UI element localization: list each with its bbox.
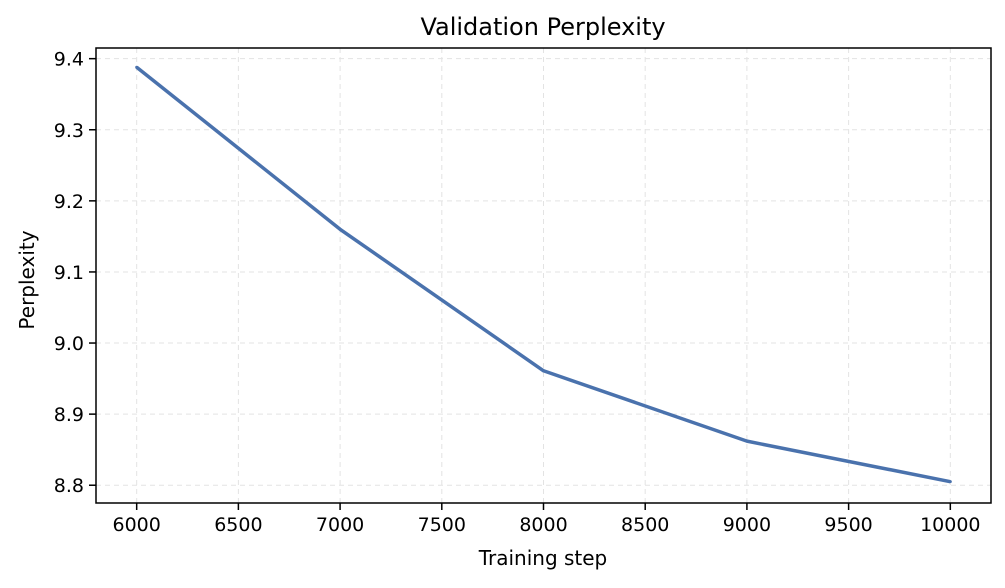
x-tick-label: 9000 xyxy=(723,514,771,536)
series-layer xyxy=(135,65,952,484)
x-tick-label: 9500 xyxy=(824,514,872,536)
chart-title: Validation Perplexity xyxy=(420,13,665,41)
data-point xyxy=(948,480,952,484)
x-tick-label: 7500 xyxy=(418,514,466,536)
y-tick-label: 9.0 xyxy=(54,333,84,355)
y-tick-label: 9.1 xyxy=(54,262,84,284)
y-tick-label: 9.3 xyxy=(54,120,84,142)
y-tick-label: 9.2 xyxy=(54,191,84,213)
data-point xyxy=(745,439,749,443)
x-tick-label: 6000 xyxy=(113,514,161,536)
x-tick-label: 8000 xyxy=(519,514,567,536)
data-point xyxy=(338,227,342,231)
y-tick-label: 9.4 xyxy=(54,49,84,71)
x-tick-label: 10000 xyxy=(920,514,980,536)
data-point xyxy=(135,65,139,69)
x-tick-label: 6500 xyxy=(214,514,262,536)
y-tick-label: 8.9 xyxy=(54,404,84,426)
y-axis-label: Perplexity xyxy=(15,230,39,329)
x-tick-label: 7000 xyxy=(316,514,364,536)
y-axis-ticks: 8.8 8.9 9.0 9.1 9.2 9.3 9.4 xyxy=(54,49,96,497)
data-point xyxy=(542,369,545,373)
x-axis-ticks: 6000 6500 7000 7500 8000 8500 9000 9500 10000 xyxy=(113,503,981,536)
y-tick-label: 8.8 xyxy=(54,475,84,497)
x-axis-label: Training step xyxy=(478,546,608,570)
grid xyxy=(96,48,991,503)
x-tick-label: 8500 xyxy=(621,514,669,536)
